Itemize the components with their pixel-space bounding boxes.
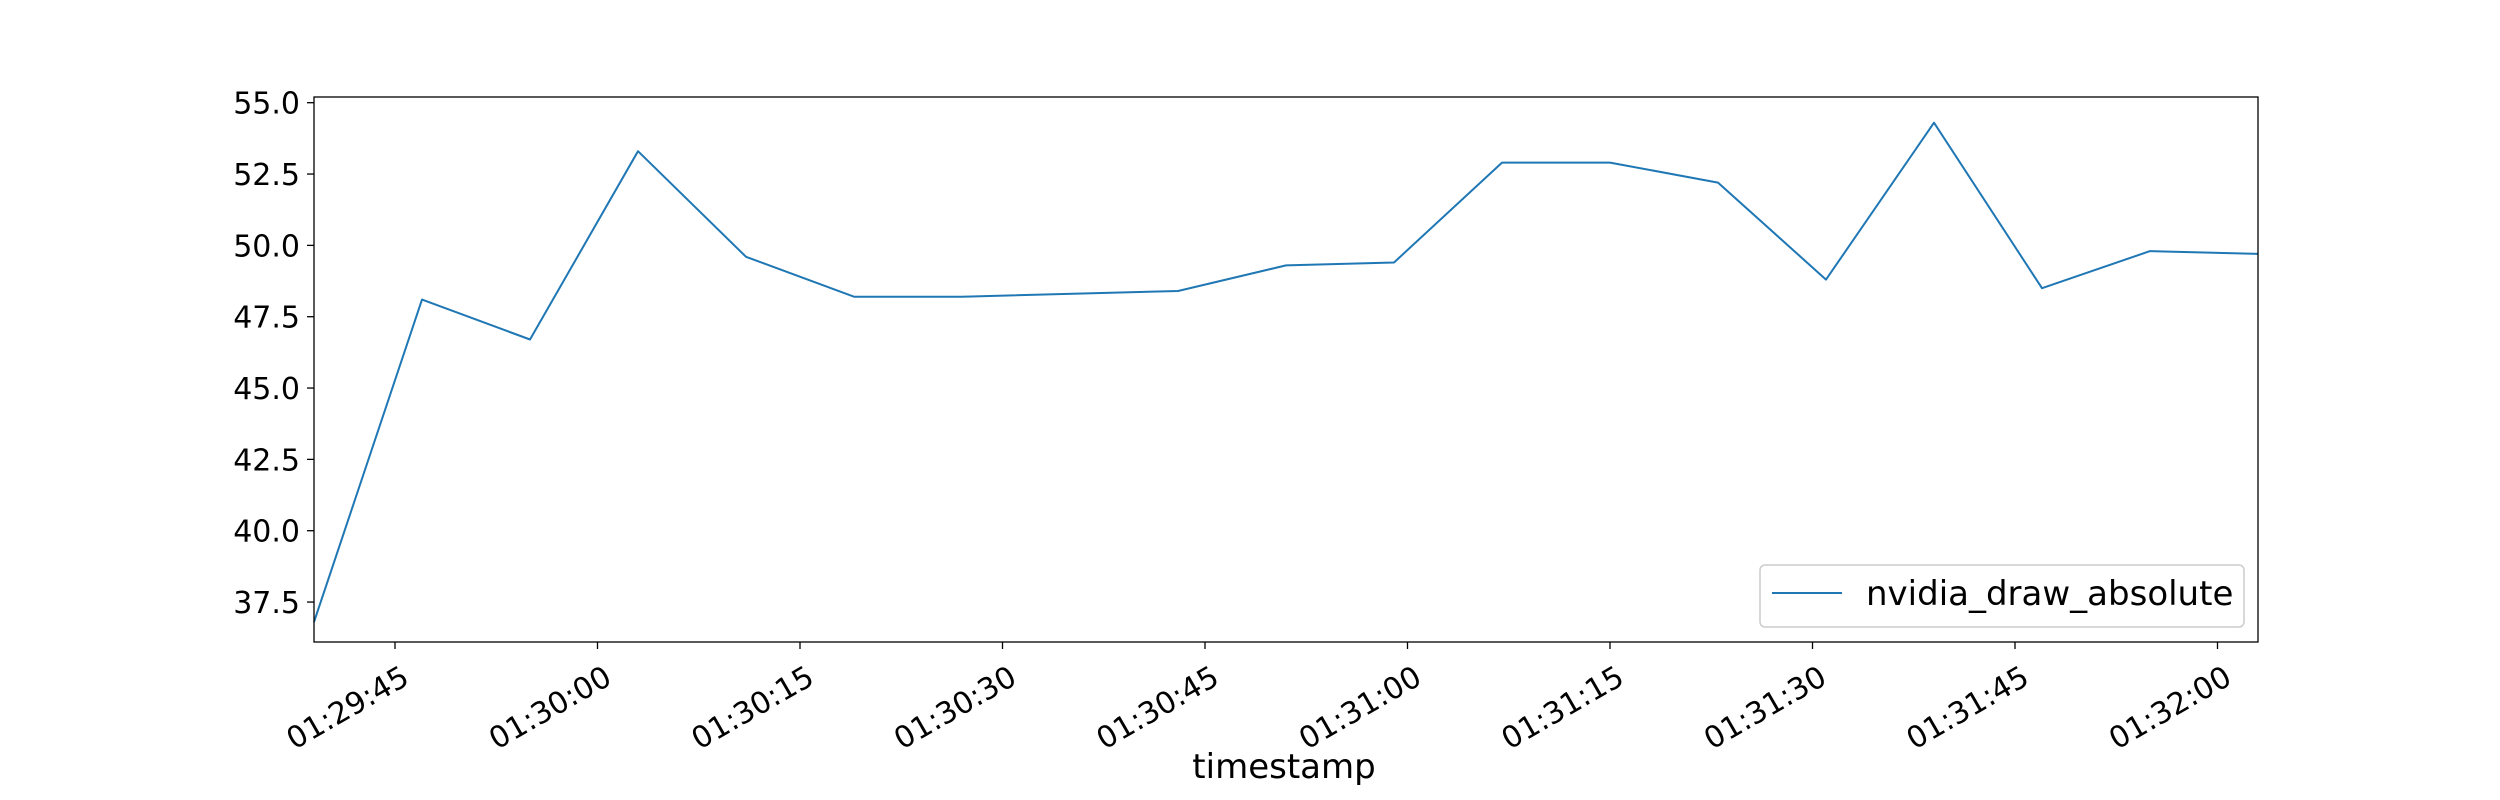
y-tick-label: 50.0: [233, 229, 300, 264]
x-tick-label: 01:30:00: [483, 659, 617, 757]
legend-entry-label: nvidia_draw_absolute: [1866, 574, 2233, 614]
series-layer: [313, 121, 2259, 623]
y-axis-ticks: 37.5 40.0 42.5 45.0 47.5 50.0 52.5 55.0: [233, 87, 314, 621]
legend: nvidia_draw_absolute: [1759, 564, 2245, 628]
x-tick-label: 01:31:15: [1496, 659, 1630, 757]
y-tick-label: 47.5: [233, 301, 300, 336]
x-axis-ticks: 01:29:45 01:30:00 01:30:15 01:30:30 01:30:45…: [281, 642, 2238, 757]
x-tick-label: 01:30:15: [686, 659, 820, 757]
x-tick-label: 01:31:00: [1293, 659, 1427, 757]
x-tick-label: 01:31:30: [1698, 659, 1832, 757]
x-tick-label: 01:31:45: [1901, 659, 2035, 757]
plot-frame: [313, 96, 2259, 643]
legend-box: [1759, 564, 2245, 628]
x-tick-label: 01:30:45: [1091, 659, 1225, 757]
x-tick-label: 01:29:45: [281, 659, 415, 757]
y-tick-label: 37.5: [233, 586, 300, 621]
x-tick-label: 01:32:00: [2103, 659, 2237, 757]
y-tick-label: 45.0: [233, 372, 300, 407]
y-tick-label: 40.0: [233, 515, 300, 550]
x-axis-label: timestamp: [1192, 747, 1375, 787]
y-tick-label: 52.5: [233, 158, 300, 193]
y-tick-label: 42.5: [233, 443, 300, 478]
x-tick-label: 01:30:30: [888, 659, 1022, 757]
y-tick-label: 55.0: [233, 87, 300, 122]
series-line: [313, 121, 2259, 623]
